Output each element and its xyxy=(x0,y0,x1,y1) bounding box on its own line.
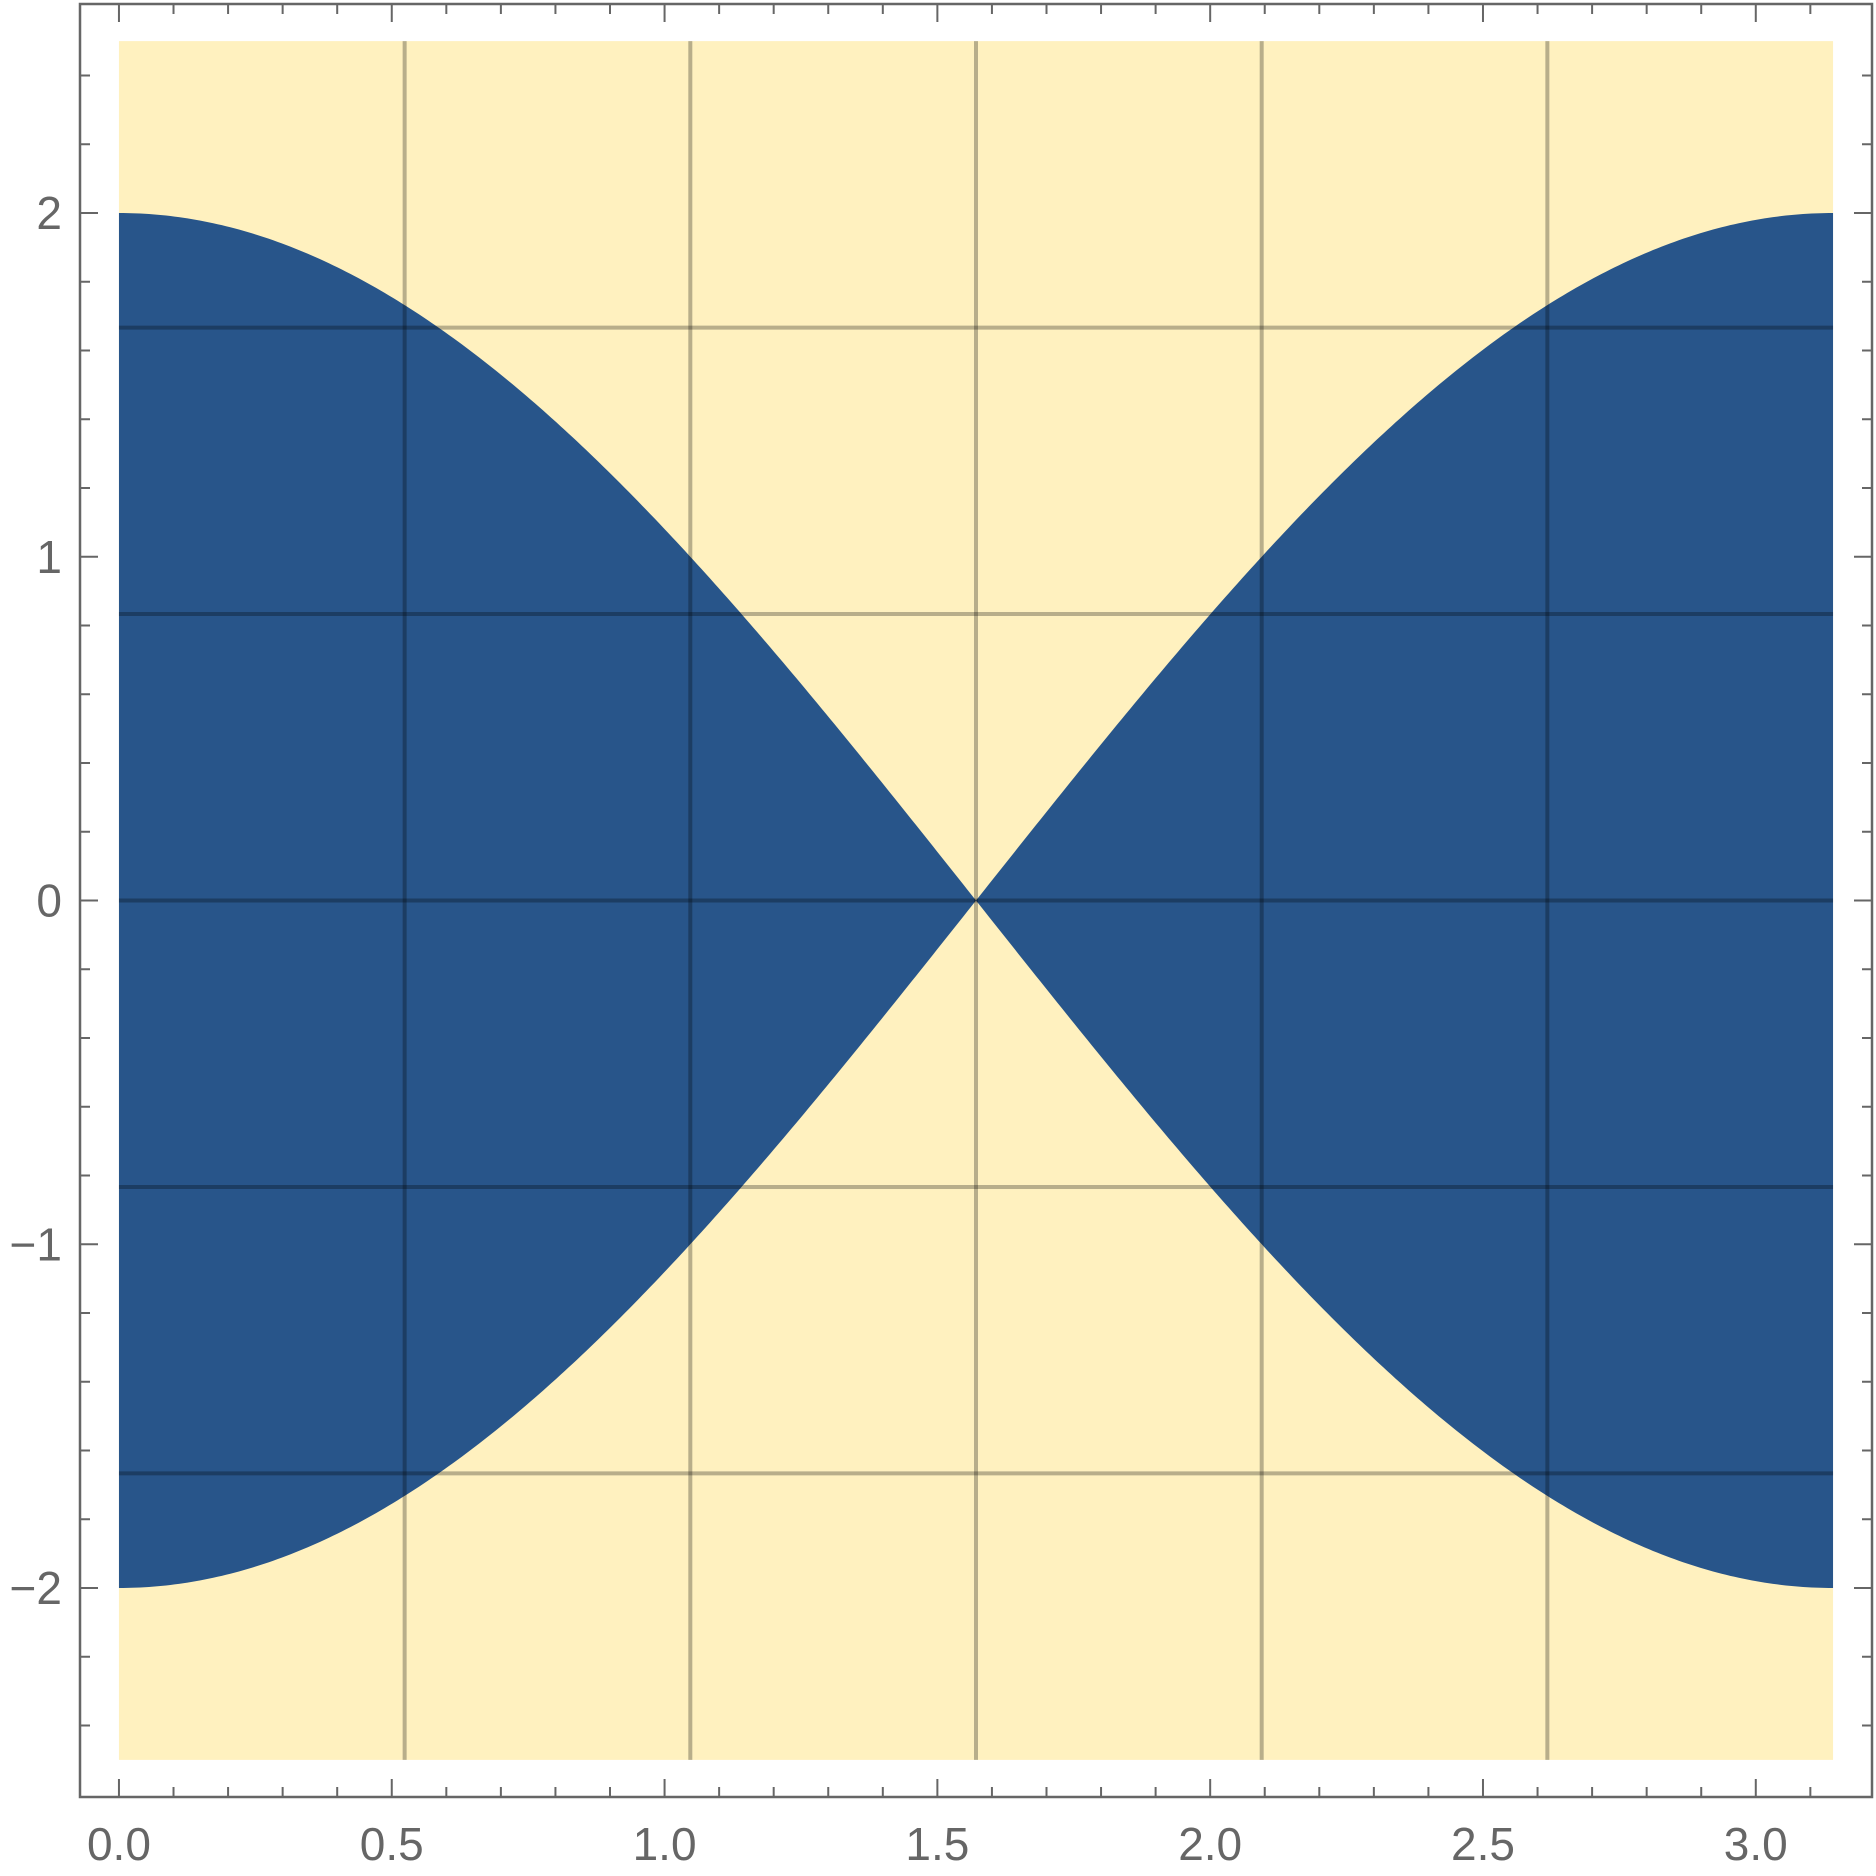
x-tick-label: 0.5 xyxy=(360,1818,424,1870)
filled-region-layer xyxy=(118,213,1834,1588)
tick-marks-layer xyxy=(80,4,1872,1797)
tick-labels-layer: 0.0 0.5 1.0 1.5 2.0 2.5 3.0 −2 −1 0 1 2 xyxy=(10,187,1788,1870)
y-tick-label: 1 xyxy=(36,531,62,583)
x-tick-label: 2.0 xyxy=(1178,1818,1242,1870)
filled-region xyxy=(118,213,1834,1588)
y-tick-label: 2 xyxy=(36,187,62,239)
x-tick-label: 0.0 xyxy=(87,1818,151,1870)
x-tick-label: 1.0 xyxy=(633,1818,697,1870)
y-tick-label: 0 xyxy=(36,875,62,927)
y-tick-label: −2 xyxy=(10,1562,62,1614)
y-tick-label: −1 xyxy=(10,1218,62,1270)
x-tick-label: 2.5 xyxy=(1451,1818,1515,1870)
grid-layer xyxy=(118,41,1834,1760)
x-tick-label: 3.0 xyxy=(1724,1818,1788,1870)
x-tick-label: 1.5 xyxy=(905,1818,969,1870)
